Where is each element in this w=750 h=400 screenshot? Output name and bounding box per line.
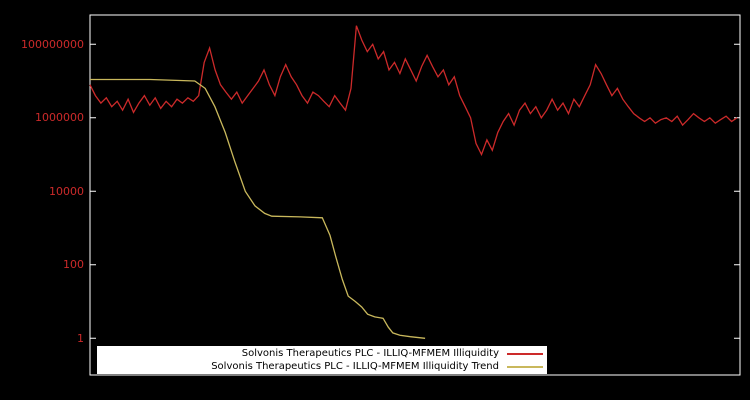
series-line: [90, 78, 426, 339]
legend-label-trend: Solvonis Therapeutics PLC - ILLIQ-MFMEM …: [211, 361, 499, 372]
legend-line-trend-sample: [507, 365, 543, 368]
legend-label-illiquidity: Solvonis Therapeutics PLC - ILLIQ-MFMEM …: [241, 348, 499, 359]
legend: Solvonis Therapeutics PLC - ILLIQ-MFMEM …: [97, 346, 547, 374]
series-line: [89, 25, 738, 157]
y-axis-tick-label: 100000000: [21, 38, 84, 51]
y-axis-tick-label: 100: [63, 258, 84, 271]
y-axis-tick-label: 10000: [49, 185, 84, 198]
legend-line-illiquidity-sample: [507, 352, 543, 355]
legend-row-trend: Solvonis Therapeutics PLC - ILLIQ-MFMEM …: [101, 361, 543, 373]
plot-border: [89, 14, 741, 376]
y-axis-tick-label: 1000000: [35, 111, 84, 124]
legend-row-illiquidity: Solvonis Therapeutics PLC - ILLIQ-MFMEM …: [101, 348, 543, 360]
y-axis-tick-label: 1: [77, 332, 84, 345]
